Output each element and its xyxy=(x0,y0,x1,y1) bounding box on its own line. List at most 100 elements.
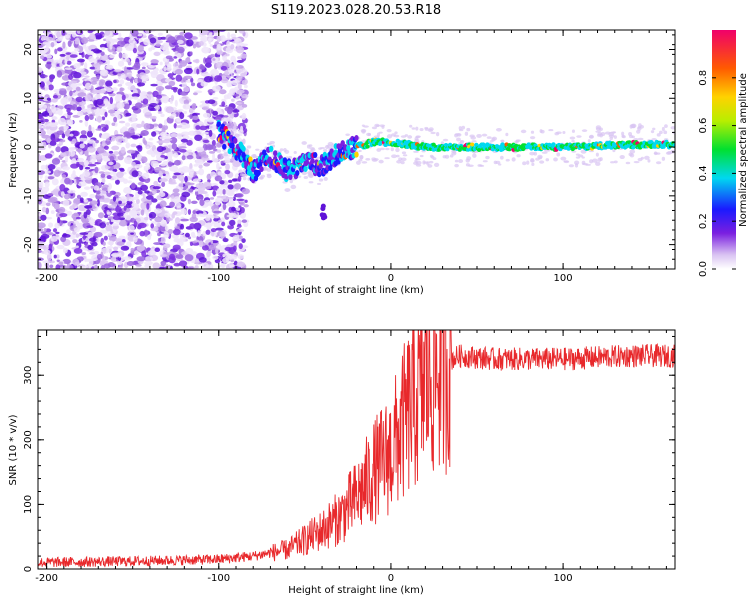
band-speckle xyxy=(571,139,575,143)
noise-speckle xyxy=(106,64,114,70)
noise-speckle xyxy=(192,210,197,214)
noise-speckle xyxy=(72,239,78,244)
noise-speckle xyxy=(152,115,157,120)
noise-speckle xyxy=(117,37,125,41)
noise-speckle xyxy=(92,142,97,148)
noise-speckle xyxy=(100,54,109,61)
band-speckle xyxy=(452,151,457,154)
noise-speckle xyxy=(198,164,203,169)
noise-speckle xyxy=(237,254,245,260)
noise-speckle xyxy=(106,58,110,66)
band-speckle xyxy=(581,156,585,159)
noise-speckle xyxy=(205,186,212,190)
band-speckle xyxy=(345,133,350,136)
x-tick-label: -100 xyxy=(207,573,230,584)
noise-speckle xyxy=(143,168,149,171)
noise-speckle xyxy=(128,37,136,45)
band-speckle xyxy=(471,140,477,143)
band-speckle xyxy=(610,131,616,134)
band-speckle xyxy=(460,140,465,143)
noise-speckle xyxy=(235,75,243,79)
noise-speckle xyxy=(177,132,182,140)
noise-speckle xyxy=(237,56,242,60)
noise-speckle xyxy=(243,204,249,208)
noise-speckle xyxy=(230,74,234,77)
noise-speckle xyxy=(82,108,87,113)
noise-speckle xyxy=(157,232,161,237)
noise-speckle xyxy=(211,157,219,163)
noise-speckle xyxy=(82,171,91,177)
colorbar-gradient xyxy=(712,30,736,269)
band-speckle xyxy=(442,155,447,159)
noise-speckle xyxy=(131,154,136,160)
noise-speckle xyxy=(192,43,196,49)
noise-speckle xyxy=(162,243,171,249)
noise-speckle xyxy=(227,108,233,115)
noise-speckle xyxy=(71,31,77,38)
noise-speckle xyxy=(222,188,226,195)
noise-speckle xyxy=(204,62,212,68)
noise-speckle xyxy=(212,30,219,33)
noise-speckle xyxy=(148,137,154,141)
noise-speckle xyxy=(134,187,143,191)
noise-speckle xyxy=(143,216,149,221)
noise-speckle xyxy=(168,256,176,264)
noise-speckle xyxy=(167,229,174,235)
band-speckle xyxy=(531,162,535,167)
signal-cell xyxy=(248,156,253,163)
colorbar-tick-label: 0.0 xyxy=(698,261,709,277)
noise-speckle xyxy=(59,88,67,91)
noise-speckle xyxy=(91,106,97,110)
noise-speckle xyxy=(38,244,47,249)
x-tick-label: 0 xyxy=(388,573,394,584)
noise-speckle xyxy=(79,197,84,203)
signal-cell xyxy=(226,130,231,137)
band-speckle xyxy=(323,176,328,181)
noise-speckle xyxy=(180,208,188,215)
noise-speckle xyxy=(131,170,139,178)
band-speckle xyxy=(529,136,536,140)
noise-speckle xyxy=(157,237,161,243)
noise-speckle xyxy=(66,60,72,65)
noise-speckle xyxy=(66,107,71,113)
noise-speckle xyxy=(82,234,86,241)
y-tick-label: 300 xyxy=(23,366,34,385)
noise-speckle xyxy=(169,165,179,172)
noise-speckle xyxy=(227,184,234,190)
noise-speckle xyxy=(198,257,207,263)
noise-speckle xyxy=(47,63,51,70)
noise-speckle xyxy=(174,159,181,166)
band-speckle xyxy=(380,147,385,151)
noise-speckle xyxy=(74,220,80,225)
snr-plot-area xyxy=(38,330,675,569)
noise-speckle xyxy=(40,231,47,234)
noise-speckle xyxy=(189,113,193,120)
noise-speckle xyxy=(154,39,163,44)
noise-speckle xyxy=(40,214,47,221)
signal-cell xyxy=(259,166,264,173)
signal-cell xyxy=(312,152,318,159)
noise-speckle xyxy=(70,80,78,84)
band-speckle xyxy=(580,149,587,154)
band-speckle xyxy=(454,159,459,163)
noise-speckle xyxy=(219,231,226,239)
band-speckle xyxy=(404,134,409,137)
noise-speckle xyxy=(175,74,183,82)
noise-speckle xyxy=(75,233,80,238)
noise-speckle xyxy=(153,226,159,231)
noise-speckle xyxy=(60,236,67,243)
band-speckle xyxy=(575,156,581,159)
noise-speckle xyxy=(212,85,221,92)
noise-speckle xyxy=(130,232,134,235)
noise-speckle xyxy=(55,231,60,235)
noise-speckle xyxy=(241,103,248,108)
band-speckle xyxy=(571,150,577,153)
noise-speckle xyxy=(164,138,173,141)
noise-speckle xyxy=(40,50,47,54)
noise-speckle xyxy=(126,58,130,63)
noise-speckle xyxy=(94,112,101,117)
band-speckle xyxy=(563,160,570,164)
noise-speckle xyxy=(119,120,126,124)
band-speckle xyxy=(650,130,655,134)
noise-speckle xyxy=(193,92,198,96)
